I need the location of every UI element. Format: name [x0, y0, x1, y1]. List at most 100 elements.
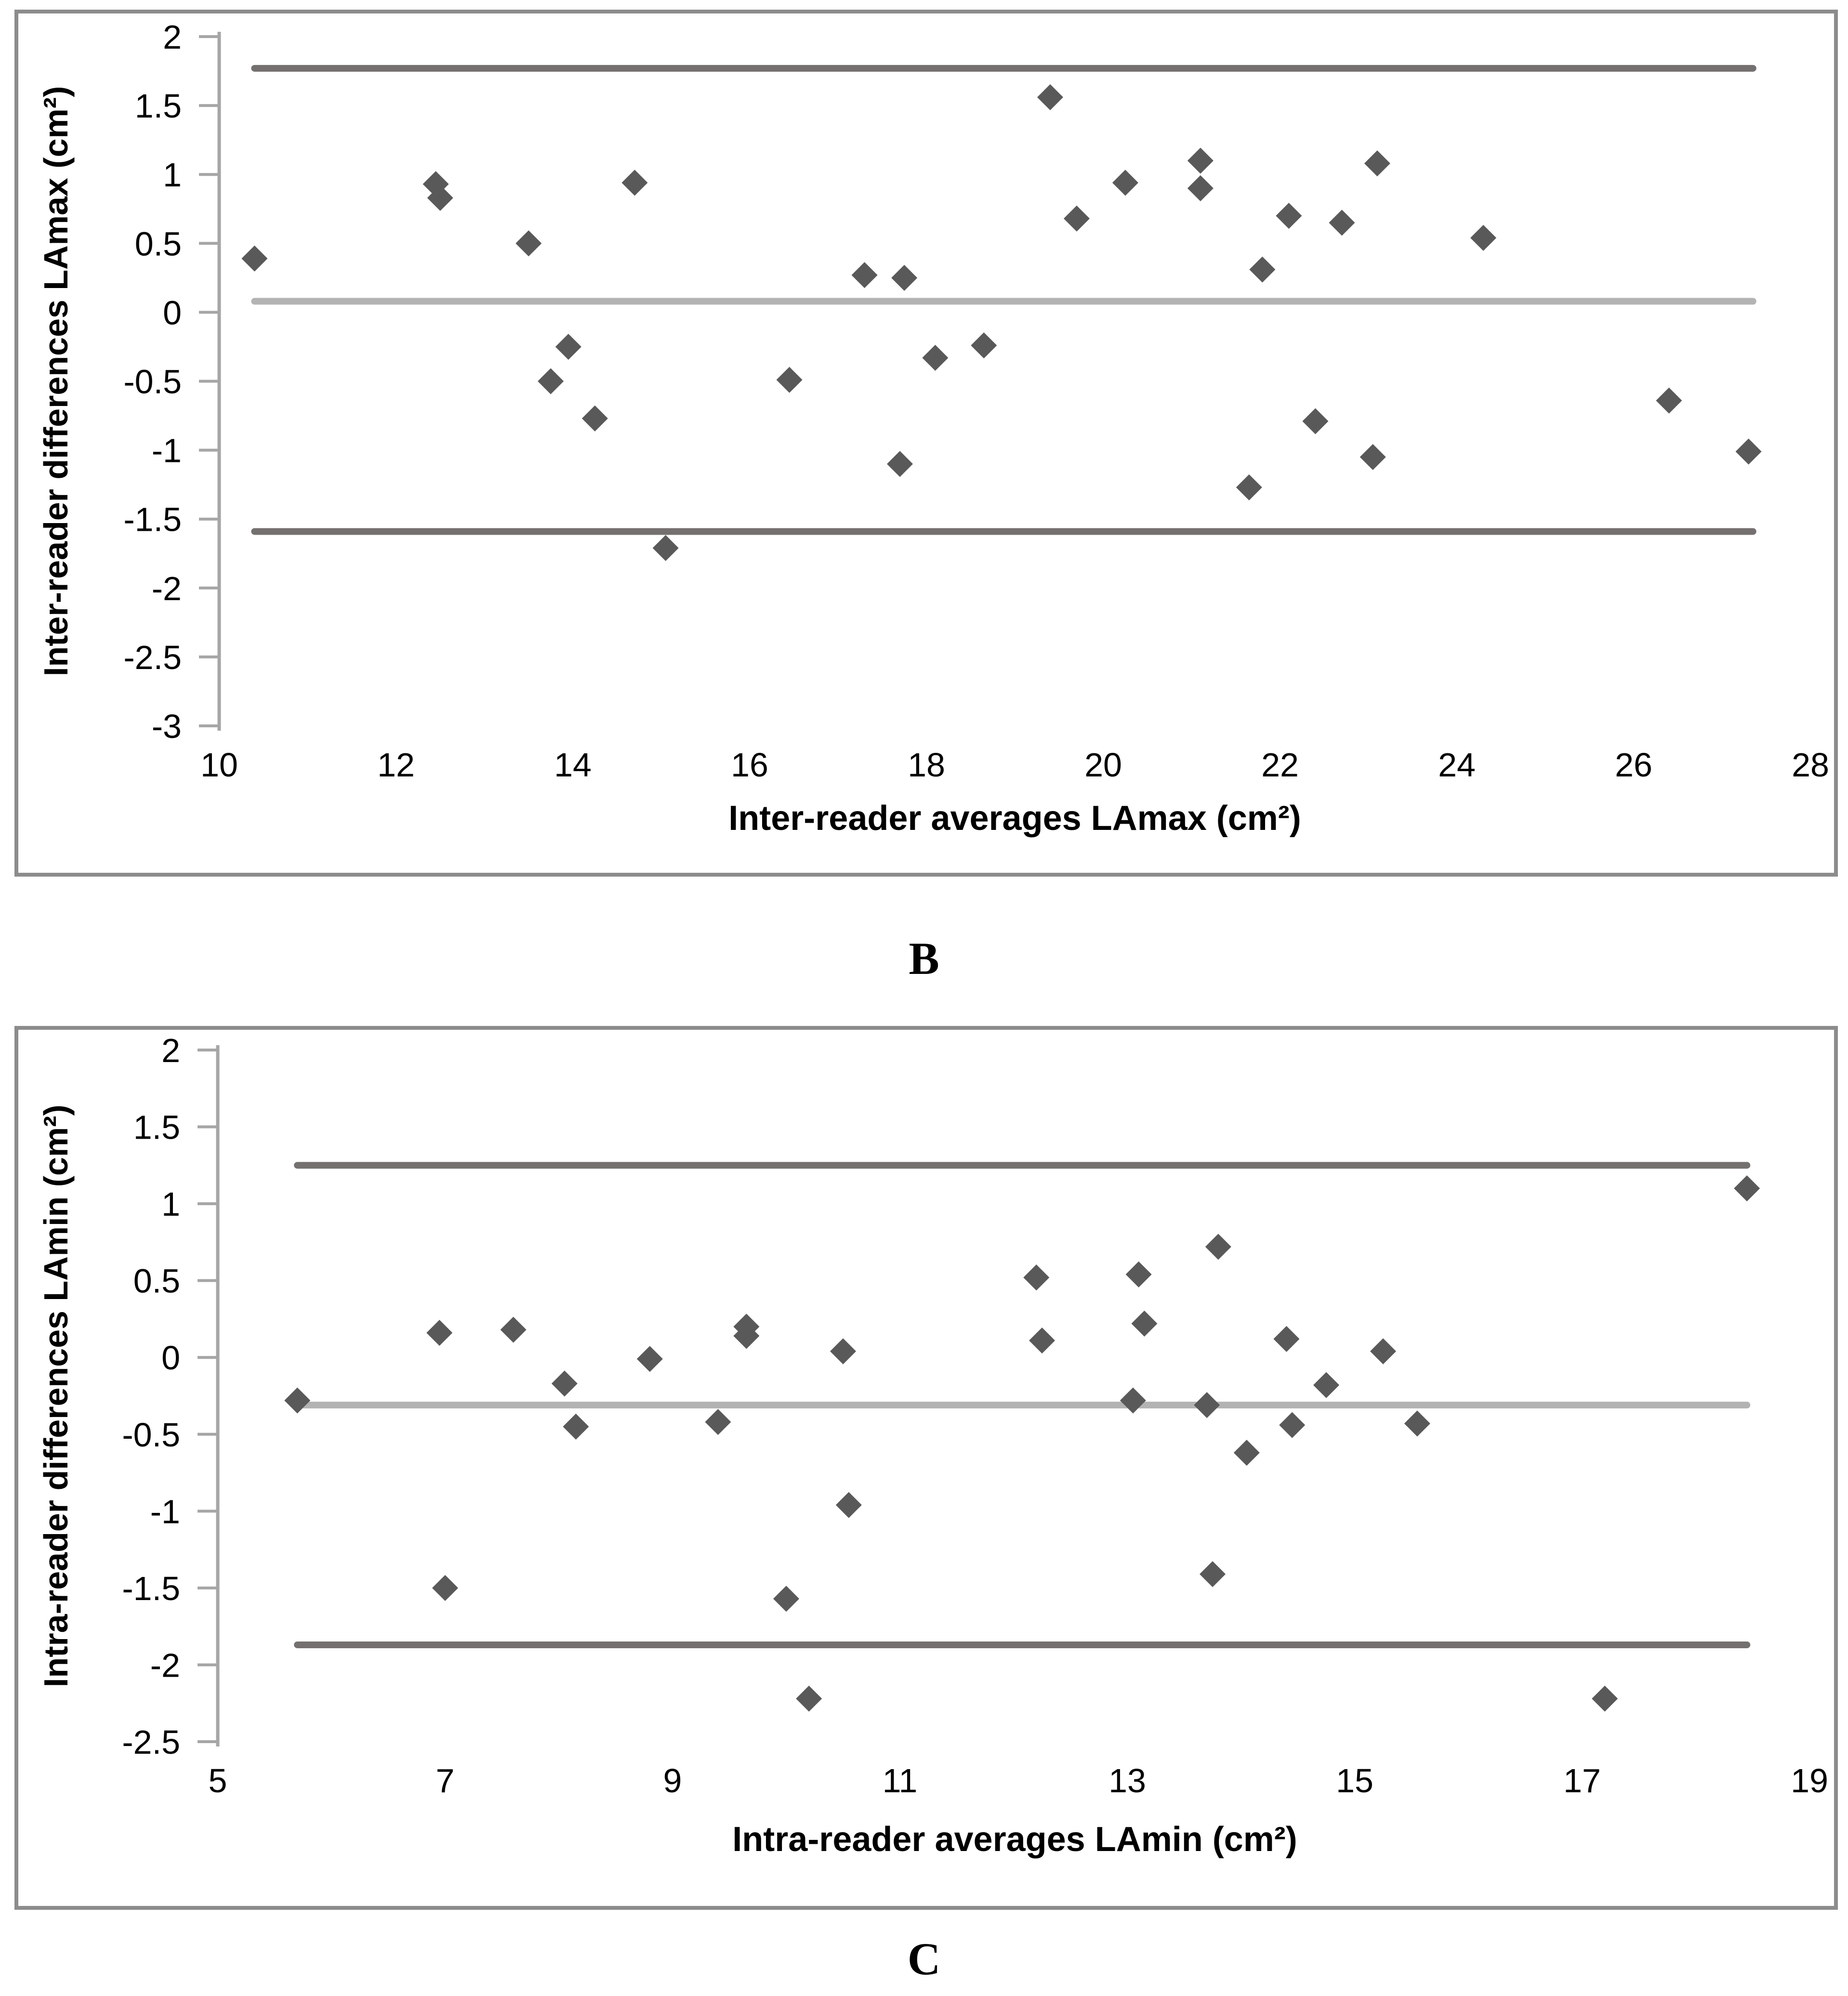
data-point: [1302, 408, 1329, 434]
panel-bland-altman-lamin: 2 1.5 1 0.5 0 -0.5 -1 -1.5 -2 -2.5 5 7 9 11 13 15 17 19 I…: [14, 1026, 1838, 1910]
y-tick-label: 2: [161, 1032, 180, 1069]
y-tick-label: 1.5: [133, 1109, 180, 1146]
scatter-plot-lamax: 2 1.5 1 0.5 0 -0.5 -1 -1.5 -2 -2.5 -3 10 12 14 16 18 20 2…: [123, 18, 1829, 784]
y-tick-label: 1.5: [135, 87, 182, 125]
x-tick-label: 28: [1792, 746, 1829, 784]
y-tick-label: 1: [163, 156, 182, 194]
y-tick-label: 0: [163, 294, 182, 331]
data-point: [652, 535, 679, 561]
data-point: [1470, 224, 1497, 251]
data-point: [551, 1370, 578, 1397]
x-tick-label: 12: [377, 746, 415, 784]
data-point: [636, 1346, 663, 1372]
panel-bland-altman-lamax: 2 1.5 1 0.5 0 -0.5 -1 -1.5 -2 -2.5 -3 10 12 14 16 18 20 2…: [14, 10, 1838, 877]
y-tick-label: 1: [161, 1185, 180, 1223]
data-point: [1200, 1561, 1226, 1588]
y-axis-title: Intra-reader differences LAmin (cm²): [37, 1104, 75, 1687]
data-point: [1131, 1311, 1158, 1337]
data-point: [1023, 1264, 1050, 1291]
y-tick-label: 0.5: [133, 1262, 180, 1300]
data-point: [1276, 203, 1302, 229]
y-tick-label: -1.5: [122, 1570, 180, 1607]
x-tick-label: 13: [1109, 1762, 1146, 1799]
data-point: [835, 1492, 862, 1518]
data-point: [1187, 175, 1214, 201]
x-axis-title: Inter-reader averages LAmax (cm²): [728, 799, 1301, 838]
y-axis-title: Inter-reader differences LAmax (cm²): [37, 86, 75, 676]
data-point: [1404, 1410, 1430, 1437]
data-point: [555, 333, 581, 360]
x-tick-label: 9: [663, 1762, 682, 1799]
x-tick-label: 24: [1438, 746, 1476, 784]
y-tick-label: -1.5: [123, 501, 182, 538]
y-tick-label: -2.5: [122, 1723, 180, 1761]
x-tick-label: 17: [1563, 1762, 1601, 1799]
data-point: [851, 262, 878, 289]
data-point: [621, 170, 648, 196]
x-tick-label: 19: [1791, 1762, 1828, 1799]
y-tick-label: 2: [163, 18, 182, 56]
data-point: [773, 1586, 799, 1612]
data-point: [830, 1338, 856, 1365]
y-tick-label: -1: [150, 1493, 180, 1530]
y-tick-label: -0.5: [122, 1416, 180, 1454]
data-point: [426, 1320, 453, 1346]
scatter-plot-lamin: 2 1.5 1 0.5 0 -0.5 -1 -1.5 -2 -2.5 5 7 9 11 13 15 17 19: [122, 1032, 1828, 1799]
x-tick-label: 5: [209, 1762, 227, 1799]
data-point: [432, 1575, 458, 1601]
data-point: [1360, 444, 1386, 470]
data-point: [1120, 1387, 1146, 1414]
data-point: [891, 264, 918, 291]
y-tick-label: 0.5: [135, 225, 182, 263]
data-point: [1112, 170, 1138, 196]
data-point: [922, 344, 949, 371]
data-point: [1187, 147, 1214, 174]
x-axis-title: Intra-reader averages LAmin (cm²): [732, 1820, 1297, 1859]
x-tick-label: 22: [1261, 746, 1299, 784]
data-point: [515, 230, 542, 257]
data-point: [1273, 1326, 1300, 1352]
y-tick-label: -1: [152, 432, 182, 470]
y-tick-label: -0.5: [123, 363, 182, 401]
x-tick-label: 20: [1084, 746, 1122, 784]
data-point: [427, 184, 453, 211]
data-point: [886, 451, 913, 477]
data-point: [971, 332, 997, 359]
data-point: [1037, 84, 1063, 110]
data-point: [1233, 1440, 1260, 1466]
data-point: [1063, 205, 1090, 232]
x-tick-label: 18: [908, 746, 945, 784]
panel-b-caption: B: [909, 933, 939, 984]
data-point: [1029, 1327, 1055, 1354]
y-tick-label: 0: [161, 1339, 180, 1377]
panel-c-caption: C: [907, 1933, 941, 1984]
data-point: [1364, 150, 1390, 177]
data-point: [581, 405, 608, 432]
data-point: [500, 1316, 527, 1343]
x-tick-label: 7: [436, 1762, 455, 1799]
data-point: [733, 1323, 760, 1349]
x-tick-label: 14: [554, 746, 592, 784]
data-point: [284, 1387, 311, 1414]
data-point: [1313, 1372, 1339, 1398]
x-tick-label: 15: [1336, 1762, 1373, 1799]
x-tick-label: 10: [200, 746, 238, 784]
data-point: [1735, 438, 1762, 465]
data-point: [1370, 1338, 1396, 1365]
x-tick-label: 26: [1615, 746, 1652, 784]
data-point: [1205, 1234, 1231, 1260]
data-point: [1125, 1261, 1152, 1287]
data-point: [563, 1413, 589, 1440]
data-point: [1656, 387, 1682, 414]
data-point: [1592, 1685, 1618, 1712]
x-tick-label: 11: [883, 1762, 918, 1799]
y-tick-label: -2.5: [123, 639, 182, 676]
data-point: [538, 368, 564, 394]
y-tick-label: -3: [152, 708, 182, 745]
data-point: [1329, 210, 1355, 236]
data-point: [1249, 256, 1276, 283]
data-point: [1279, 1412, 1306, 1438]
data-point: [1194, 1392, 1220, 1418]
data-point: [796, 1685, 822, 1712]
data-point: [776, 367, 803, 393]
